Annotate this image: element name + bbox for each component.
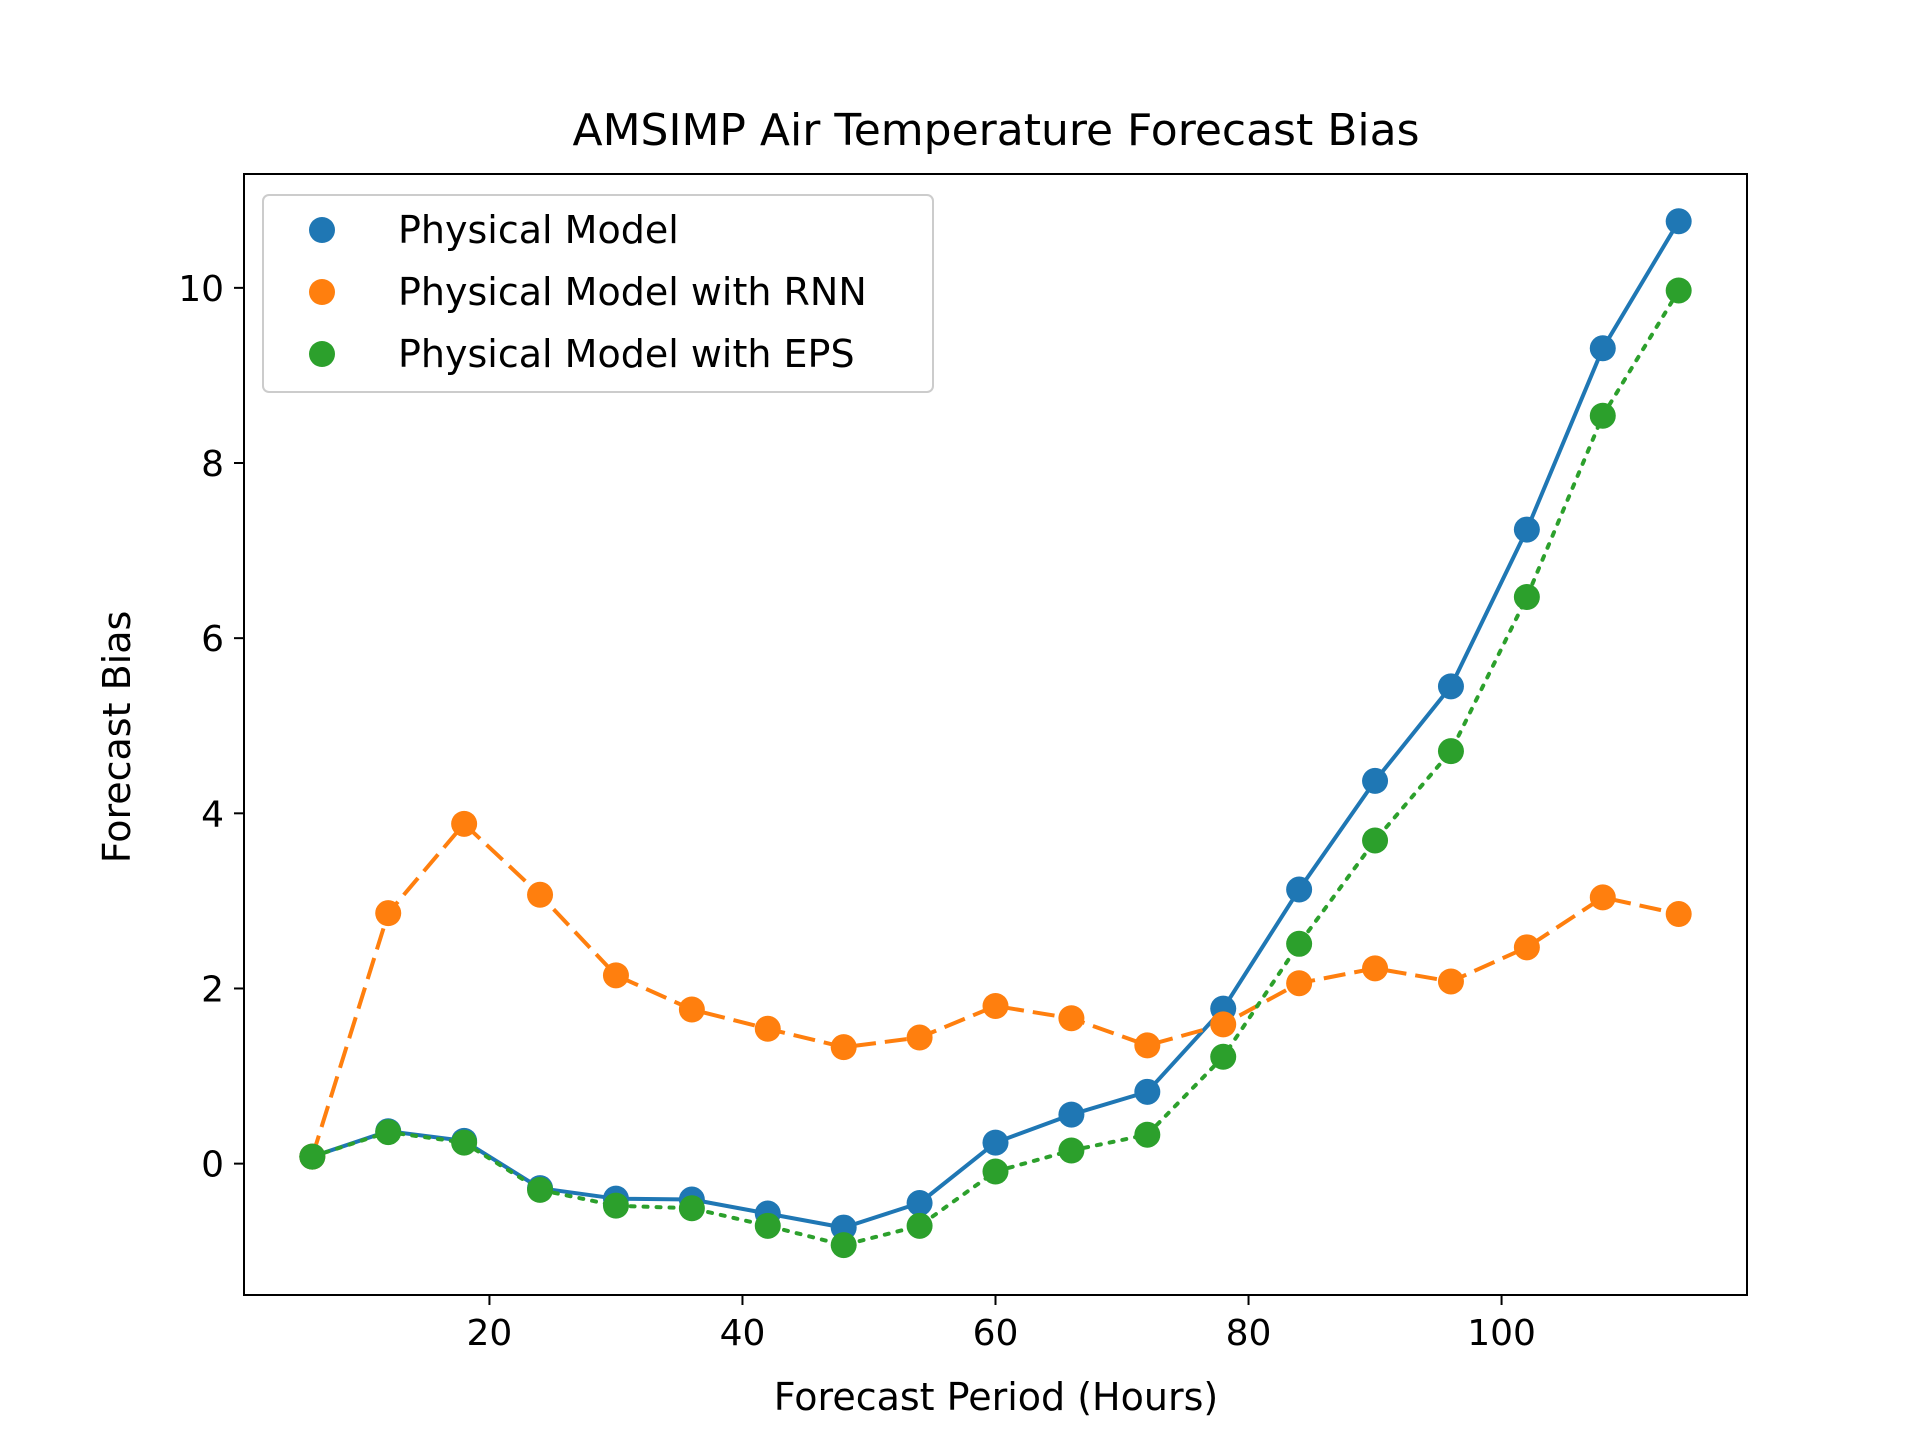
data-point	[906, 1212, 933, 1239]
legend-label: Physical Model	[398, 208, 679, 252]
data-point	[527, 881, 554, 908]
x-axis-label: Forecast Period (Hours)	[774, 1375, 1218, 1419]
data-point	[1589, 402, 1616, 429]
data-point	[1589, 335, 1616, 362]
data-point	[982, 1129, 1009, 1156]
legend-label: Physical Model with EPS	[398, 332, 855, 376]
data-point	[1362, 827, 1389, 854]
data-point	[830, 1034, 857, 1061]
data-point	[982, 992, 1009, 1019]
data-point	[1134, 1078, 1161, 1105]
data-point	[830, 1232, 857, 1259]
data-point	[1513, 934, 1540, 961]
data-point	[1437, 738, 1464, 765]
x-tick-label: 40	[720, 1313, 766, 1354]
data-point	[1665, 277, 1692, 304]
x-tick-label: 80	[1226, 1313, 1272, 1354]
chart-title: AMSIMP Air Temperature Forecast Bias	[572, 105, 1419, 156]
y-tick-label: 8	[201, 444, 224, 485]
data-point	[906, 1190, 933, 1217]
data-point	[1665, 208, 1692, 235]
data-point	[1362, 767, 1389, 794]
data-point	[1513, 584, 1540, 611]
data-point	[527, 1176, 554, 1203]
x-tick-label: 100	[1467, 1313, 1536, 1354]
data-point	[678, 996, 705, 1023]
data-point	[1286, 970, 1313, 997]
y-tick-label: 4	[201, 794, 224, 835]
legend-marker	[309, 217, 335, 243]
data-point	[1058, 1137, 1085, 1164]
data-point	[602, 962, 629, 989]
data-point	[754, 1015, 781, 1042]
data-point	[1058, 1005, 1085, 1032]
legend-label: Physical Model with RNN	[398, 270, 867, 314]
legend-marker	[309, 341, 335, 367]
legend: Physical Model Physical Model with RNN Phy…	[262, 194, 934, 393]
x-tick-label: 60	[973, 1313, 1019, 1354]
y-axis-label: Forecast Bias	[95, 611, 139, 864]
data-point	[1589, 884, 1616, 911]
data-point	[1058, 1101, 1085, 1128]
data-point	[299, 1143, 326, 1170]
data-point	[1665, 901, 1692, 928]
data-point	[1134, 1121, 1161, 1148]
data-point	[906, 1024, 933, 1051]
legend-box	[262, 194, 934, 393]
data-point	[678, 1195, 705, 1222]
y-tick-label: 0	[201, 1145, 224, 1186]
data-point	[1286, 930, 1313, 957]
data-point	[375, 1119, 402, 1146]
data-point	[982, 1158, 1009, 1185]
data-point	[1437, 968, 1464, 995]
legend-marker	[309, 279, 335, 305]
data-point	[1362, 955, 1389, 982]
data-point	[1437, 673, 1464, 700]
data-point	[451, 1129, 478, 1156]
data-point	[1134, 1032, 1161, 1059]
data-point	[754, 1212, 781, 1239]
data-point	[1210, 1043, 1237, 1070]
data-point	[375, 900, 402, 927]
x-tick-label: 20	[467, 1313, 513, 1354]
data-series	[299, 208, 1692, 1259]
y-tick-label: 2	[201, 969, 224, 1010]
data-point	[1210, 1011, 1237, 1038]
y-tick-label: 10	[178, 269, 224, 310]
data-point	[1513, 516, 1540, 543]
data-point	[1286, 876, 1313, 903]
series-3	[299, 277, 1692, 1259]
axes-frame	[243, 173, 1748, 1296]
axis-ticks: 20 40 60 80 100 0 2 4 6 8 10	[178, 269, 1536, 1354]
data-point	[602, 1192, 629, 1219]
y-tick-label: 6	[201, 619, 224, 660]
data-point	[451, 810, 478, 837]
